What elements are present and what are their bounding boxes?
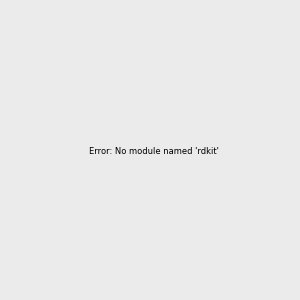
Text: Error: No module named 'rdkit': Error: No module named 'rdkit' — [89, 147, 219, 156]
